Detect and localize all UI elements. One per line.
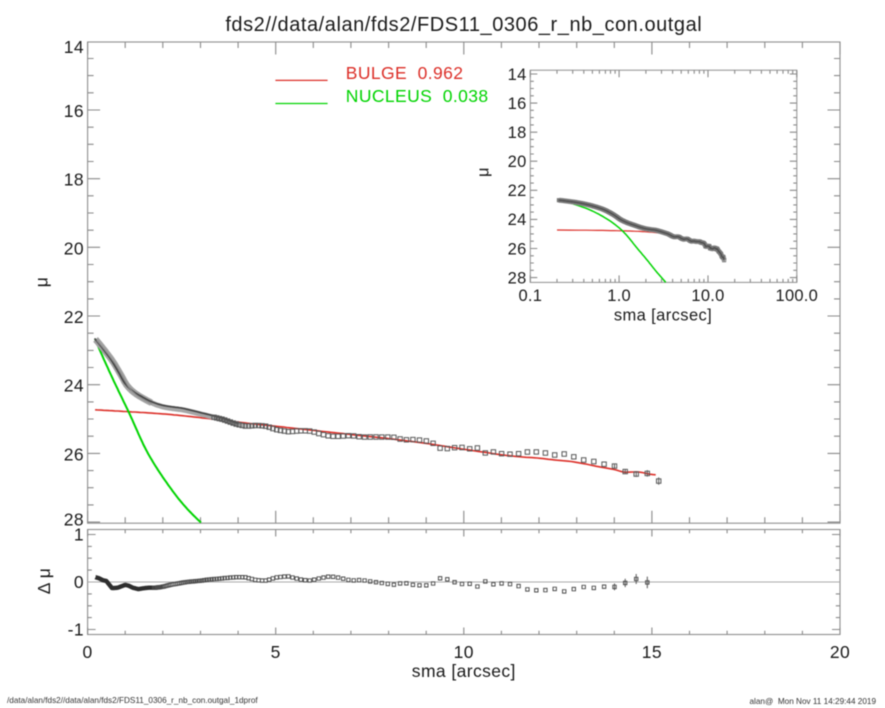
svg-text:/data/alan/fds2//data/alan/fds: /data/alan/fds2//data/alan/fds2/FDS11_03…: [7, 696, 258, 705]
svg-text:22: 22: [64, 307, 84, 327]
svg-text:14: 14: [64, 37, 84, 57]
svg-text:BULGE 0.962: BULGE 0.962: [346, 63, 464, 83]
svg-text:1.0: 1.0: [607, 287, 631, 305]
svg-text:16: 16: [508, 95, 527, 113]
svg-text:1: 1: [74, 525, 84, 545]
svg-text:sma [arcsec]: sma [arcsec]: [412, 661, 516, 681]
svg-text:0: 0: [83, 642, 93, 662]
svg-text:26: 26: [64, 444, 84, 464]
svg-text:-1: -1: [68, 620, 84, 640]
svg-text:24: 24: [64, 376, 84, 396]
svg-text:0: 0: [74, 572, 84, 592]
svg-text:15: 15: [642, 642, 662, 662]
svg-text:0.1: 0.1: [518, 287, 542, 305]
svg-text:100.0: 100.0: [776, 287, 819, 305]
svg-text:26: 26: [508, 240, 527, 258]
svg-text:20: 20: [64, 238, 84, 258]
svg-text:22: 22: [508, 182, 527, 200]
svg-text:sma [arcsec]: sma [arcsec]: [614, 307, 712, 325]
svg-text:μ: μ: [475, 167, 493, 177]
svg-text:Δ μ: Δ μ: [34, 568, 54, 594]
svg-text:10: 10: [454, 642, 474, 662]
svg-text:20: 20: [830, 642, 850, 662]
svg-text:10.0: 10.0: [691, 287, 724, 305]
svg-text:18: 18: [64, 170, 84, 190]
svg-text:alan@ Mon Nov 11 14:29:44 201: alan@ Mon Nov 11 14:29:44 2019: [749, 697, 876, 706]
svg-text:28: 28: [64, 510, 84, 530]
svg-text:20: 20: [508, 153, 527, 171]
svg-text:NUCLEUS 0.038: NUCLEUS 0.038: [346, 86, 489, 106]
svg-text:18: 18: [508, 124, 527, 142]
svg-text:5: 5: [271, 642, 281, 662]
svg-text:μ: μ: [32, 277, 52, 287]
svg-text:14: 14: [508, 66, 527, 84]
svg-text:16: 16: [64, 101, 84, 121]
svg-text:28: 28: [508, 269, 527, 287]
svg-text:24: 24: [508, 211, 527, 229]
svg-text:fds2//data/alan/fds2/FDS11_030: fds2//data/alan/fds2/FDS11_0306_r_nb_con…: [225, 14, 702, 36]
